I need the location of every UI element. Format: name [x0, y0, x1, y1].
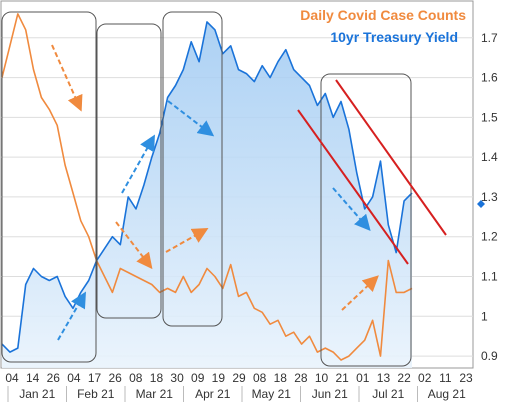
x-month-label: Jan 21	[19, 387, 55, 401]
covid-down-arrow-2	[115, 221, 153, 270]
x-month-label: Aug 21	[428, 387, 466, 401]
covid-down-arrow-1	[51, 44, 83, 112]
annotation-box-4	[320, 73, 412, 367]
current-yield-marker	[477, 200, 485, 208]
y-tick-label: 0.9	[481, 349, 498, 363]
y-axis-ticks: 0.9 1 1.1 1.2 1.3 1.4 1.5 1.6 1.7	[481, 31, 498, 363]
x-day-tick-label: 19	[212, 371, 226, 385]
x-day-tick-label: 08	[253, 371, 267, 385]
x-month-label: May 21	[252, 387, 292, 401]
y-tick-label: 1	[481, 309, 488, 323]
x-day-tick-label: 18	[150, 371, 164, 385]
x-day-tick-label: 08	[129, 371, 143, 385]
x-day-tick-label: 26	[109, 371, 123, 385]
y-tick-label: 1.4	[481, 150, 498, 164]
x-day-tick-label: 28	[294, 371, 308, 385]
trend-channel-lower	[297, 109, 409, 265]
x-day-tick-label: 23	[459, 371, 473, 385]
y-tick-label: 1.7	[481, 31, 498, 45]
x-day-tick-label: 21	[336, 371, 350, 385]
y-tick-label: 1.2	[481, 230, 498, 244]
yield-down-arrow-2	[332, 187, 371, 232]
x-month-label: Jun 21	[312, 387, 348, 401]
yield-up-arrow-1	[57, 291, 87, 341]
yield-area-fill	[2, 21, 412, 369]
x-axis-day-ticks: 04 14 26 04 17 26 08 18 30 09 19 29 08 18 28 10 21 01 13 22…	[5, 371, 473, 385]
x-day-tick-label: 04	[5, 371, 19, 385]
x-day-tick-label: 22	[397, 371, 411, 385]
x-month-label: Jul 21	[372, 387, 404, 401]
x-day-tick-label: 10	[315, 371, 329, 385]
x-month-label: Mar 21	[136, 387, 174, 401]
legend-yield-label: 10yr Treasury Yield	[330, 29, 458, 45]
treasury-yield-line	[1, 21, 413, 353]
x-day-tick-label: 29	[232, 371, 246, 385]
x-day-tick-label: 26	[47, 371, 61, 385]
x-day-tick-label: 09	[191, 371, 205, 385]
x-axis-month-labels: Jan 21 Feb 21 Mar 21 Apr 21 May 21 Jun 21 Jul …	[7, 386, 466, 402]
annotation-box-3	[162, 11, 223, 327]
x-day-tick-label: 18	[274, 371, 288, 385]
x-month-label: Feb 21	[77, 387, 115, 401]
x-day-tick-label: 17	[88, 371, 102, 385]
x-day-tick-label: 04	[67, 371, 81, 385]
legend-covid-label: Daily Covid Case Counts	[300, 7, 466, 23]
covid-case-line	[1, 13, 413, 361]
x-month-label: Apr 21	[195, 387, 231, 401]
x-day-tick-label: 14	[26, 371, 40, 385]
trend-channel-upper	[335, 79, 447, 236]
yield-down-arrow-1	[167, 100, 215, 137]
x-day-tick-label: 30	[170, 371, 184, 385]
y-tick-label: 1.1	[481, 270, 498, 284]
y-tick-label: 1.6	[481, 71, 498, 85]
annotation-box-1	[1, 11, 97, 363]
annotation-box-2	[96, 23, 162, 319]
x-day-tick-label: 01	[356, 371, 370, 385]
yield-up-arrow-2	[121, 134, 155, 194]
x-day-tick-label: 02	[418, 371, 432, 385]
x-day-tick-label: 11	[439, 371, 452, 385]
y-tick-label: 1.5	[481, 110, 498, 124]
y-tick-label: 1.3	[481, 190, 498, 204]
x-day-tick-label: 13	[377, 371, 391, 385]
